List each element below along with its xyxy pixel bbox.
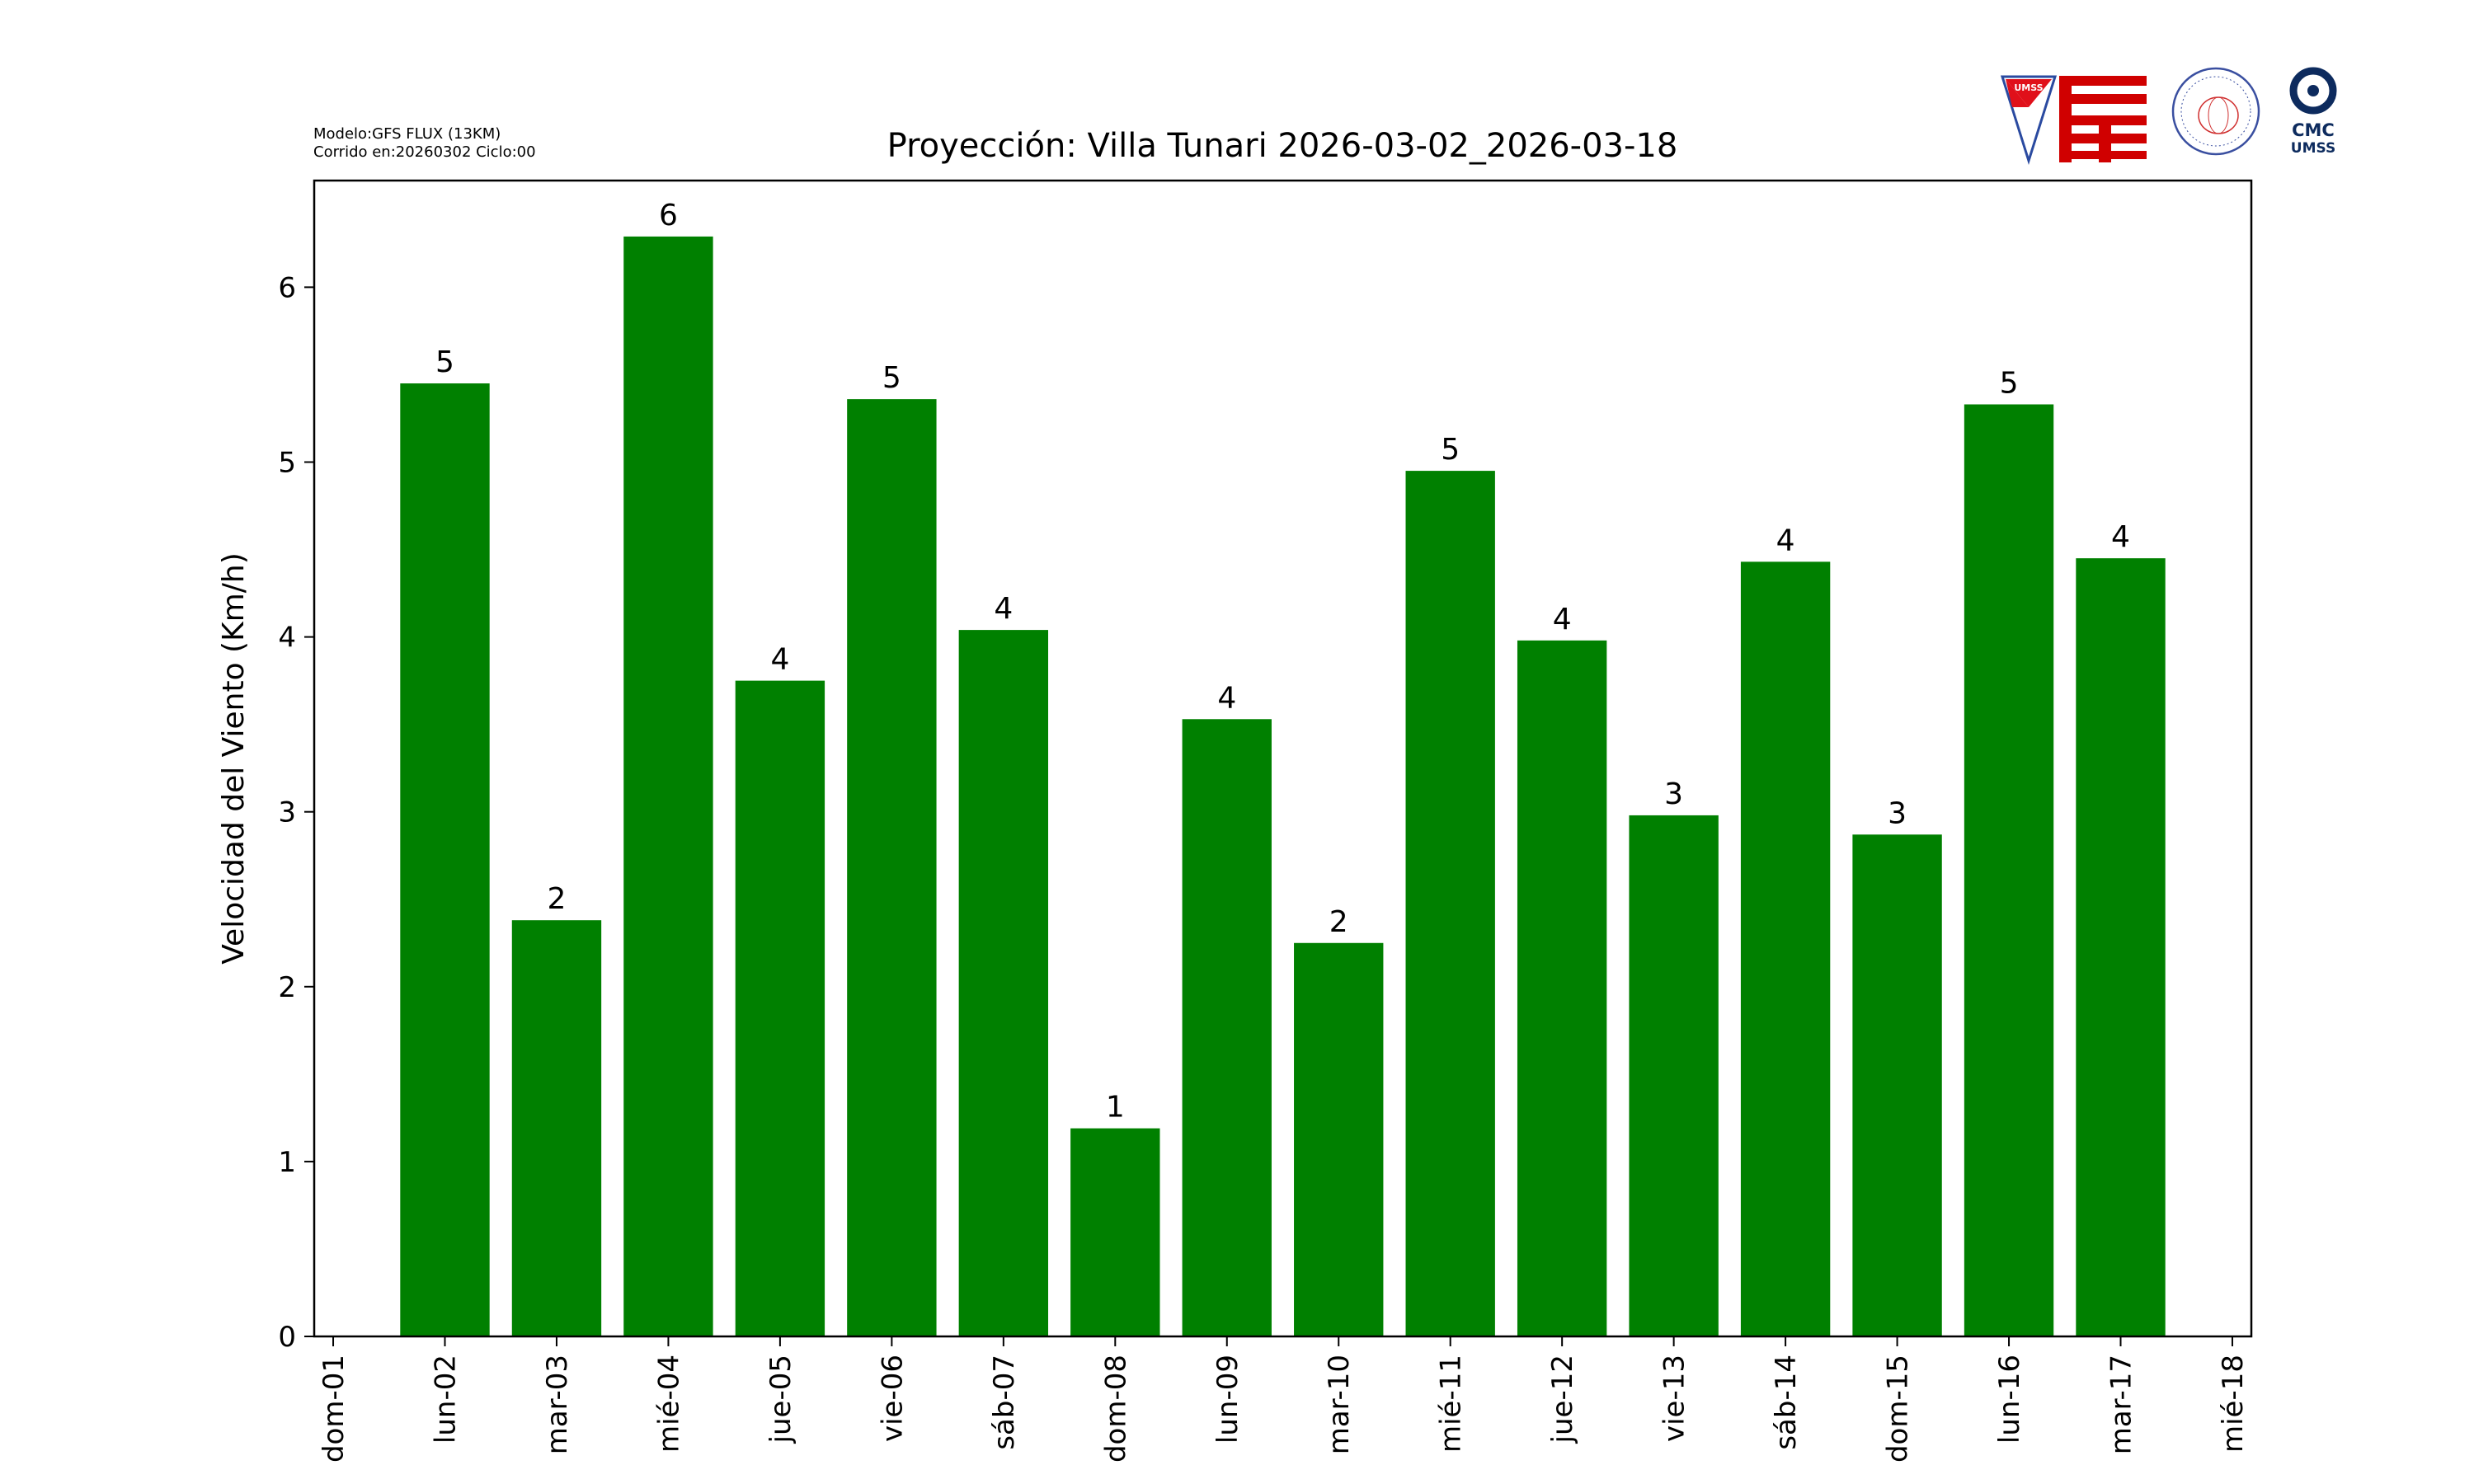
svg-text:UMSS: UMSS (2291, 140, 2335, 157)
x-tick-label: lun-02 (429, 1355, 462, 1444)
bar-value-label: 4 (994, 592, 1013, 626)
x-tick-label: mié-18 (2217, 1355, 2250, 1453)
x-tick-label: mar-03 (541, 1355, 574, 1454)
bar-value-label: 5 (435, 345, 454, 379)
bar-value-label: 4 (1217, 681, 1236, 715)
chart-title: Proyección: Villa Tunari 2026-03-02_2026… (887, 127, 1678, 165)
bar-value-label: 4 (2111, 520, 2130, 554)
x-tick-label: mié-04 (652, 1355, 685, 1453)
bar-value-label: 3 (1888, 796, 1907, 830)
bar (400, 383, 490, 1337)
run-info: Corrido en:20260302 Ciclo:00 (313, 143, 536, 161)
bar (1294, 942, 1384, 1336)
svg-text:UMSS: UMSS (2014, 82, 2043, 93)
x-tick-label: dom-08 (1099, 1355, 1132, 1463)
cmc-umss-logo: CMC UMSS (2289, 67, 2337, 157)
bar (1070, 1128, 1160, 1336)
x-tick-label: dom-01 (317, 1355, 350, 1463)
bar (1182, 719, 1272, 1336)
x-tick-label: vie-06 (876, 1355, 909, 1442)
bar-value-label: 5 (882, 361, 901, 395)
y-tick-label: 6 (278, 271, 296, 304)
x-tick-label: sáb-14 (1770, 1355, 1803, 1450)
y-tick-label: 3 (278, 796, 296, 829)
bar-value-label: 3 (1664, 777, 1683, 811)
x-tick-label: dom-15 (1882, 1355, 1915, 1463)
bar (958, 630, 1049, 1336)
bar-value-label: 4 (1776, 524, 1795, 557)
bar (623, 236, 713, 1336)
departamento-fisica-logo (2171, 67, 2260, 156)
bar (1964, 404, 2054, 1336)
x-tick-label: mié-11 (1435, 1355, 1468, 1453)
bar (2076, 558, 2166, 1336)
x-tick-label: mar-10 (1323, 1355, 1356, 1454)
model-info: Modelo:GFS FLUX (13KM) (313, 125, 501, 143)
bar (1852, 834, 1942, 1336)
bar (847, 399, 937, 1336)
bar (1405, 471, 1495, 1336)
bar-value-label: 1 (1106, 1091, 1125, 1125)
bar (1629, 815, 1719, 1336)
bar (1517, 640, 1607, 1336)
x-tick-label: jue-12 (1546, 1355, 1579, 1444)
bar-value-label: 2 (548, 882, 567, 916)
fcyt-logo (2059, 76, 2147, 162)
bar (735, 680, 825, 1336)
y-tick-label: 4 (278, 622, 296, 655)
axes-frame (313, 179, 2253, 1338)
x-tick-label: lun-16 (1993, 1355, 2026, 1444)
bar-value-label: 4 (1553, 603, 1572, 636)
y-tick-label: 5 (278, 446, 296, 479)
svg-text:CMC: CMC (2292, 120, 2335, 140)
x-tick-label: vie-13 (1658, 1355, 1691, 1442)
bar-value-label: 2 (1329, 905, 1348, 939)
y-tick-label: 1 (278, 1146, 296, 1179)
bar-value-label: 6 (659, 199, 678, 232)
x-tick-label: lun-09 (1211, 1355, 1244, 1444)
bar-value-label: 5 (1441, 433, 1460, 467)
x-tick-label: mar-17 (2105, 1355, 2138, 1454)
plot-area: 5 2 6 4 5 4 1 4 2 5 4 3 4 3 5 4 0 1 2 3 4 5 6 dom-01 lun-02 mar-0… (278, 199, 2250, 1463)
bar (1740, 561, 1831, 1336)
umss-shield-logo: UMSS (2000, 75, 2058, 166)
y-tick-label: 2 (278, 971, 296, 1004)
bar (511, 920, 602, 1336)
bar-value-label: 5 (2000, 366, 2019, 400)
bar-value-label: 4 (770, 643, 789, 677)
x-tick-label: jue-05 (764, 1355, 797, 1444)
y-tick-label: 0 (278, 1321, 296, 1354)
y-axis-label: Velocidad del Viento (Km/h) (217, 552, 251, 965)
x-tick-label: sáb-07 (988, 1355, 1021, 1450)
